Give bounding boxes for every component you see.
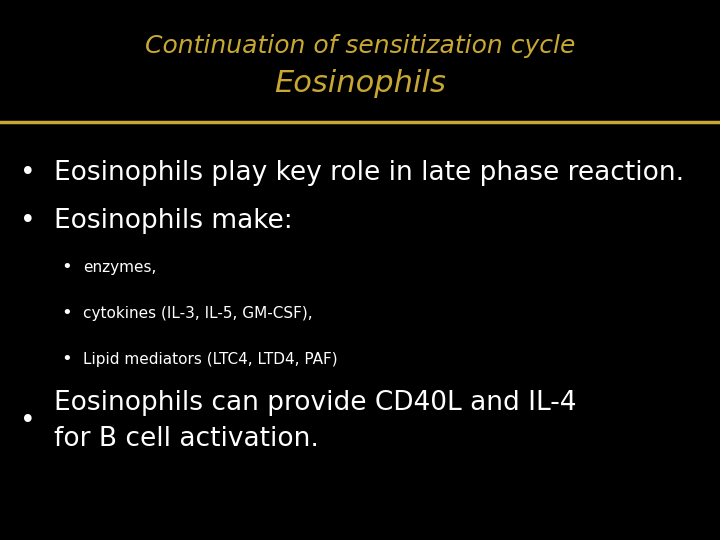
Text: •: •: [61, 350, 72, 368]
Text: Eosinophils make:: Eosinophils make:: [54, 208, 293, 234]
Text: •: •: [20, 208, 36, 234]
Text: Continuation of sensitization cycle: Continuation of sensitization cycle: [145, 34, 575, 58]
Text: Lipid mediators (LTC4, LTD4, PAF): Lipid mediators (LTC4, LTD4, PAF): [83, 352, 338, 367]
Text: •: •: [61, 258, 72, 276]
Text: enzymes,: enzymes,: [83, 260, 156, 275]
Text: cytokines (IL-3, IL-5, GM-CSF),: cytokines (IL-3, IL-5, GM-CSF),: [83, 306, 312, 321]
Text: Eosinophils: Eosinophils: [274, 69, 446, 98]
Text: •: •: [20, 408, 36, 434]
Text: •: •: [61, 304, 72, 322]
Text: Eosinophils play key role in late phase reaction.: Eosinophils play key role in late phase …: [54, 160, 684, 186]
Text: Eosinophils can provide CD40L and IL-4
for B cell activation.: Eosinophils can provide CD40L and IL-4 f…: [54, 390, 577, 452]
Text: •: •: [20, 160, 36, 186]
